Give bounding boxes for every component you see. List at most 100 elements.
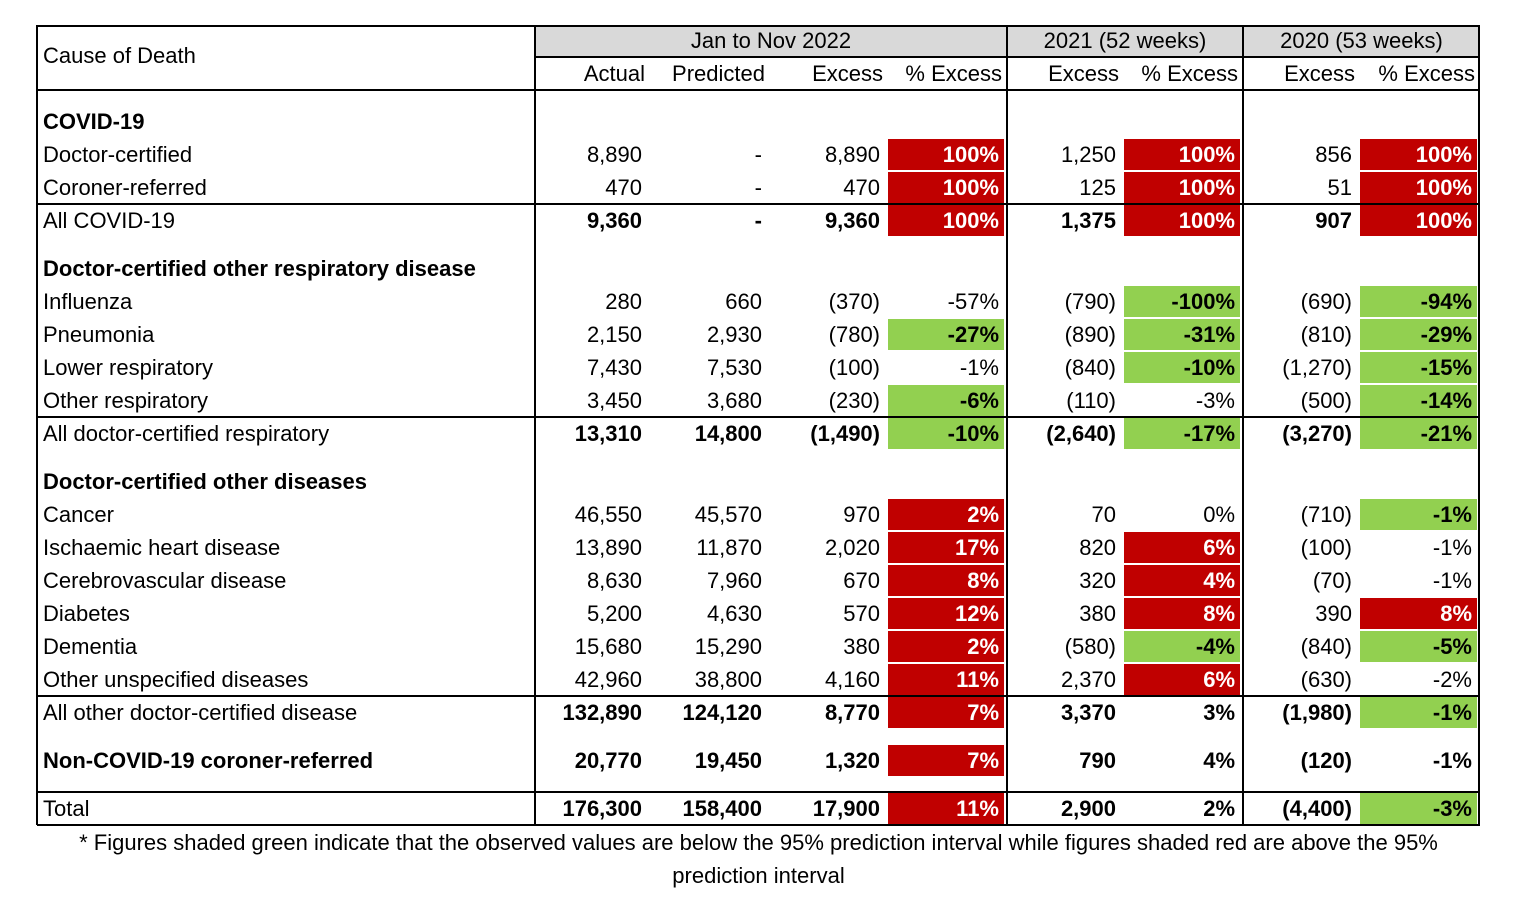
cell: 70	[1091, 502, 1116, 527]
cell: 0%	[1203, 502, 1235, 527]
cell: -1%	[1360, 499, 1477, 530]
cell: 470	[843, 175, 880, 200]
cell: 100%	[1124, 172, 1240, 203]
row-label: All doctor-certified respiratory	[43, 421, 330, 446]
row-label: Influenza	[43, 289, 133, 314]
cell: 42,960	[574, 667, 642, 692]
rule	[37, 25, 1480, 27]
cell: (500)	[1300, 388, 1352, 413]
cell: 100%	[1360, 205, 1477, 236]
cell: 11,870	[696, 535, 762, 560]
cell: 15,290	[694, 634, 762, 659]
cell: 132,890	[562, 700, 642, 725]
cell: -57%	[947, 289, 999, 314]
cell: (110)	[1066, 388, 1116, 413]
row-label: Total	[43, 796, 90, 821]
row-label: Pneumonia	[43, 322, 155, 347]
cell: 3,680	[706, 388, 762, 413]
cell: 6%	[1124, 664, 1240, 695]
cell: (630)	[1300, 667, 1352, 692]
cell: 2,930	[706, 322, 762, 347]
cell: 13,310	[574, 421, 642, 446]
cell: 4,630	[706, 601, 762, 626]
row-label: Diabetes	[43, 601, 130, 626]
row-label: Cancer	[43, 502, 114, 527]
cell: -10%	[888, 418, 1004, 449]
cell: -	[754, 208, 762, 233]
cell: 8%	[1124, 598, 1240, 629]
cell: 2,020	[824, 535, 880, 560]
row-label: Other unspecified diseases	[43, 667, 309, 692]
cell: (3,270)	[1282, 421, 1352, 446]
header-column: % Excess	[1141, 61, 1238, 86]
cell: 9,360	[586, 208, 642, 233]
row-label: Ischaemic heart disease	[43, 535, 281, 560]
cell: -1%	[1432, 535, 1472, 560]
cell: -3%	[1360, 793, 1477, 824]
row-label: Other respiratory	[43, 388, 209, 413]
cell: 4%	[1124, 565, 1240, 596]
cell: 13,890	[574, 535, 642, 560]
rule	[37, 416, 1480, 418]
cell: 3,450	[586, 388, 642, 413]
cell: 6%	[1124, 532, 1240, 563]
cell: (780)	[828, 322, 880, 347]
cell: 19,450	[694, 748, 762, 773]
row-label: Coroner-referred	[43, 175, 207, 200]
rule	[36, 25, 38, 825]
cell: (580)	[1064, 634, 1116, 659]
cell: 46,550	[574, 502, 642, 527]
cell: (120)	[1300, 748, 1352, 773]
cell: 7,530	[706, 355, 762, 380]
cell: 660	[725, 289, 762, 314]
cell: 380	[1079, 601, 1116, 626]
cell: (1,490)	[810, 421, 880, 446]
cell: 7%	[888, 697, 1004, 728]
cell: 5,200	[586, 601, 642, 626]
row-label: Non-COVID-19 coroner-referred	[43, 748, 374, 773]
cell: 907	[1315, 208, 1352, 233]
cell: 2,900	[1060, 796, 1116, 821]
header-column: % Excess	[905, 61, 1002, 86]
cell: 2%	[1203, 796, 1235, 821]
cell: 380	[843, 634, 880, 659]
cell: 11%	[888, 664, 1004, 695]
cell: 9,360	[824, 208, 880, 233]
cell: 390	[1315, 601, 1352, 626]
cell: -	[754, 175, 762, 200]
cell: 3,370	[1060, 700, 1116, 725]
cell: 8,890	[824, 142, 880, 167]
cell: 51	[1327, 175, 1352, 200]
cell: -3%	[1195, 388, 1235, 413]
header-group: 2021 (52 weeks)	[1043, 28, 1207, 53]
cell: 17%	[888, 532, 1004, 563]
cell: 38,800	[694, 667, 762, 692]
cell: 20,770	[574, 748, 642, 773]
rule	[37, 824, 1480, 826]
row-label: Doctor-certified other diseases	[43, 469, 367, 494]
cell: 1,250	[1060, 142, 1116, 167]
cell: 14,800	[694, 421, 762, 446]
row-label: Doctor-certified	[43, 142, 193, 167]
cell: (70)	[1312, 568, 1352, 593]
cell: (4,400)	[1282, 796, 1352, 821]
row-label: Doctor-certified other respiratory disea…	[43, 256, 476, 281]
cell: 7,430	[586, 355, 642, 380]
rule	[37, 791, 1480, 793]
cell: -10%	[1124, 352, 1240, 383]
cell: 176,300	[562, 796, 642, 821]
cell: (100)	[1300, 535, 1352, 560]
rule	[37, 203, 1480, 205]
cell: -15%	[1360, 352, 1477, 383]
cell: -2%	[1432, 667, 1472, 692]
header-column: Predicted	[672, 61, 765, 86]
cell: -6%	[888, 385, 1004, 416]
header-group: Jan to Nov 2022	[690, 28, 852, 53]
header-column: Excess	[1048, 61, 1119, 86]
cell: (810)	[1300, 322, 1352, 347]
rule	[1006, 25, 1008, 825]
cell: -1%	[1360, 697, 1477, 728]
footnote: * Figures shaded green indicate that the…	[79, 830, 1438, 888]
cell: 4%	[1203, 748, 1235, 773]
cell: 100%	[888, 172, 1004, 203]
